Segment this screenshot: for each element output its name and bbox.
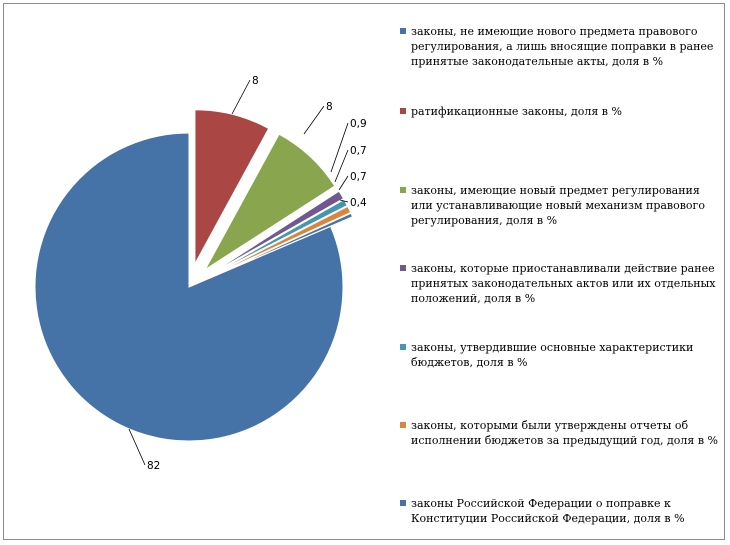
- legend-item-4: законы, утвердившие основные характерист…: [400, 340, 720, 370]
- legend-swatch-3: [400, 265, 406, 271]
- legend-label-2: законы, имеющие новый предмет регулирова…: [411, 184, 705, 227]
- pie-slice-3: [209, 190, 345, 276]
- data-label-0: 82: [147, 460, 160, 472]
- legend-item-0: законы, не имеющие нового предмета право…: [400, 24, 720, 69]
- legend-label-3: законы, которые приостанавливали действи…: [411, 262, 716, 305]
- legend-swatch-4: [400, 344, 406, 350]
- legend-label-1: ратификационные законы, доля в %: [411, 105, 622, 118]
- data-label-1: 8: [252, 75, 259, 87]
- legend-item-5: законы, которыми были утверждены отчеты …: [400, 418, 720, 448]
- data-label-6: 0,4: [350, 197, 367, 209]
- pie-slice-1: [194, 109, 270, 264]
- leader-line-4: [334, 149, 349, 183]
- legend-swatch-6: [400, 500, 406, 506]
- data-label-5: 0,7: [350, 171, 367, 183]
- leader-line-3: [330, 122, 349, 173]
- pie-chart: 82 8 8 0,9 0,7 0,7 0,4: [34, 75, 367, 472]
- leader-line-5: [338, 175, 349, 191]
- data-label-4: 0,7: [350, 145, 367, 157]
- legend-swatch-5: [400, 422, 406, 428]
- legend-swatch-0: [400, 28, 406, 34]
- legend-item-1: ратификационные законы, доля в %: [400, 104, 720, 119]
- chart-frame: 82 8 8 0,9 0,7 0,7 0,4 законы, не имеющие ново…: [3, 3, 725, 540]
- legend-swatch-1: [400, 108, 406, 114]
- legend-label-5: законы, которыми были утверждены отчеты …: [411, 419, 718, 447]
- legend-item-6: законы Российской Федерации о поправке к…: [400, 496, 720, 526]
- legend-label-4: законы, утвердившие основные характерист…: [411, 341, 694, 369]
- pie-slice-0: [34, 132, 344, 442]
- pie-slice-4: [209, 198, 348, 277]
- legend-label-0: законы, не имеющие нового предмета право…: [411, 25, 714, 68]
- legend-item-2: законы, имеющие новый предмет регулирова…: [400, 183, 720, 228]
- pie-slice-5: [210, 205, 352, 277]
- legend-swatch-2: [400, 187, 406, 193]
- data-label-3: 0,9: [350, 118, 367, 130]
- leader-line-1: [231, 79, 251, 115]
- data-label-2: 8: [326, 101, 333, 113]
- leader-line-0: [128, 428, 146, 466]
- pie-slice-6: [210, 212, 354, 278]
- legend-item-3: законы, которые приостанавливали действи…: [400, 261, 720, 306]
- pie-slice-2: [204, 133, 336, 270]
- leader-line-2: [303, 105, 325, 135]
- leader-line-6: [339, 199, 349, 203]
- legend-label-6: законы Российской Федерации о поправке к…: [411, 497, 685, 525]
